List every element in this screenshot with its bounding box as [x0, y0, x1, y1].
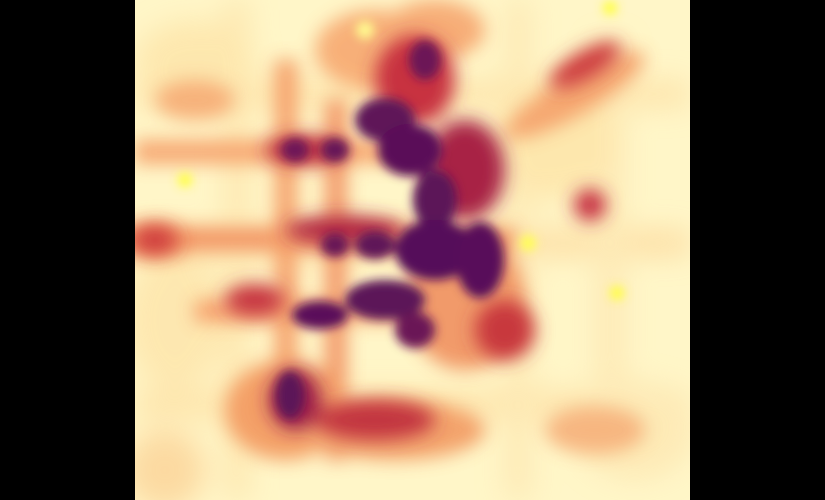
heatmap-frame[interactable] — [135, 0, 690, 500]
density-heatmap[interactable] — [135, 0, 690, 500]
core-density-layer — [276, 40, 504, 419]
letterbox-left — [0, 0, 135, 500]
hotspot-layer — [178, 1, 624, 300]
letterbox-right — [690, 0, 825, 500]
